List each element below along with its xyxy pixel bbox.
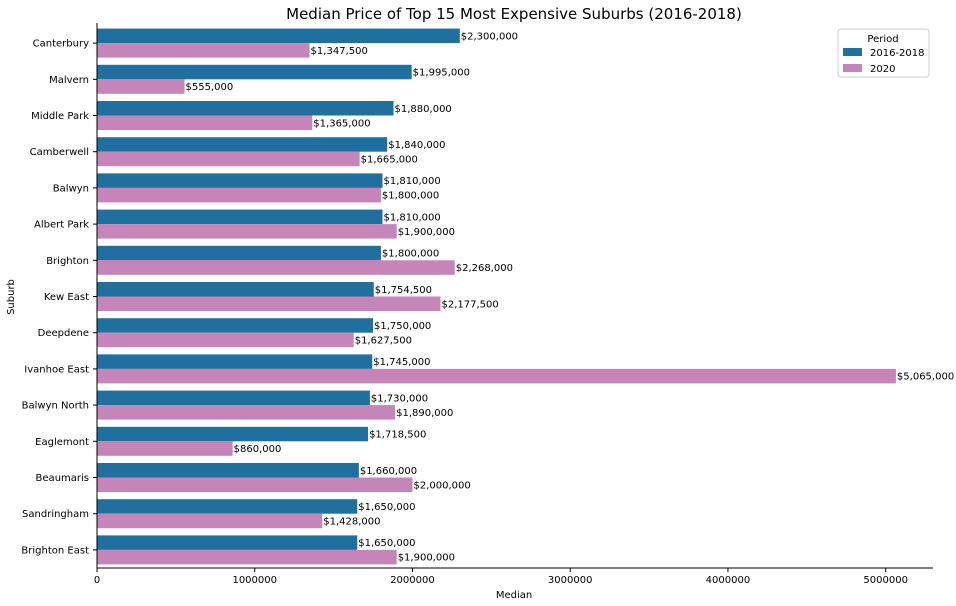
- bar-2020-camberwell: [97, 151, 360, 167]
- bar-2016-2018-camberwell: [97, 137, 388, 152]
- data-label: $1,900,000: [398, 227, 455, 238]
- bar-2020-ivanhoe-east: [97, 368, 896, 384]
- data-label: $1,750,000: [374, 321, 431, 332]
- bar-2020-deepdene: [97, 332, 354, 348]
- y-tick-label: Ivanhoe East: [24, 364, 89, 375]
- legend-swatch: [843, 48, 862, 56]
- x-tick-label: 4000000: [706, 575, 751, 586]
- y-tick-label: Albert Park: [34, 220, 89, 231]
- bar-2016-2018-balwyn: [97, 173, 383, 188]
- data-label: $1,745,000: [373, 357, 430, 368]
- bar-2016-2018-brighton: [97, 245, 381, 261]
- data-label: $1,900,000: [398, 553, 455, 564]
- bar-2016-2018-deepdene: [97, 318, 374, 333]
- bar-2020-brighton-east: [97, 549, 397, 565]
- data-label: $1,800,000: [382, 249, 439, 260]
- bar-2016-2018-canterbury: [97, 28, 460, 44]
- data-label: $1,365,000: [313, 118, 370, 129]
- data-label: $1,995,000: [413, 68, 470, 79]
- bar-2016-2018-middle-park: [97, 101, 394, 116]
- y-tick-label: Brighton East: [21, 545, 89, 556]
- x-tick-label: 5000000: [863, 575, 908, 586]
- bar-2020-albert-park: [97, 224, 397, 239]
- x-tick-label: 2000000: [390, 575, 435, 586]
- data-label: $1,840,000: [388, 140, 445, 151]
- y-axis-ticks: Canterbury Malvern Middle Park Camberwell Ba…: [21, 39, 97, 556]
- y-tick-label: Canterbury: [33, 39, 89, 50]
- x-tick-label: 3000000: [548, 575, 593, 586]
- x-tick-label: 0: [94, 575, 100, 586]
- data-label: $2,177,500: [441, 299, 498, 310]
- legend-title: Period: [867, 34, 898, 45]
- data-label: $1,880,000: [395, 104, 452, 115]
- y-tick-label: Eaglemont: [35, 437, 89, 448]
- data-label: $1,665,000: [361, 154, 418, 165]
- data-label: $860,000: [234, 444, 282, 455]
- data-label: $1,800,000: [382, 191, 439, 202]
- bar-2020-canterbury: [97, 43, 310, 58]
- bar-2020-kew-east: [97, 296, 441, 311]
- data-label: $5,065,000: [897, 372, 954, 383]
- data-label: $1,718,500: [369, 430, 426, 441]
- y-tick-label: Kew East: [44, 292, 89, 303]
- bar-2020-sandringham: [97, 513, 323, 529]
- data-label: $1,660,000: [360, 466, 417, 477]
- data-label: $2,268,000: [456, 263, 513, 274]
- bar-2016-2018-sandringham: [97, 499, 358, 514]
- bar-2016-2018-beaumaris: [97, 463, 359, 478]
- y-tick-label: Sandringham: [22, 509, 89, 520]
- x-axis-ticks: 0 1000000 2000000 3000000 4000000 5000000: [94, 568, 908, 586]
- legend-label: 2020: [870, 64, 895, 75]
- y-tick-label: Deepdene: [38, 328, 89, 339]
- legend-label: 2016-2018: [870, 48, 925, 59]
- bar-2020-brighton: [97, 260, 455, 275]
- bar-2016-2018-ivanhoe-east: [97, 354, 373, 369]
- bar-2016-2018-eaglemont: [97, 426, 369, 442]
- data-label: $555,000: [186, 82, 234, 93]
- y-tick-label: Balwyn: [53, 183, 89, 194]
- data-label: $1,627,500: [355, 335, 412, 346]
- bars-layer: [97, 28, 896, 565]
- y-tick-label: Malvern: [49, 75, 89, 86]
- y-tick-label: Balwyn North: [22, 401, 89, 412]
- bar-2020-middle-park: [97, 115, 313, 130]
- bar-2020-balwyn-north: [97, 405, 396, 420]
- bar-2020-beaumaris: [97, 477, 413, 492]
- data-label: $1,730,000: [371, 393, 428, 404]
- x-axis-title: Median: [496, 590, 532, 601]
- y-tick-label: Brighton: [46, 256, 89, 267]
- y-tick-label: Camberwell: [30, 147, 89, 158]
- data-labels-layer: $2,300,000 $1,347,500 $1,995,000 $555,000 $1…: [186, 31, 955, 563]
- x-tick-label: 1000000: [232, 575, 277, 586]
- data-label: $1,890,000: [396, 408, 453, 419]
- bar-2020-eaglemont: [97, 441, 233, 456]
- bar-2016-2018-balwyn-north: [97, 390, 370, 406]
- data-label: $1,428,000: [323, 516, 380, 527]
- bar-2016-2018-albert-park: [97, 209, 383, 225]
- data-label: $1,810,000: [384, 212, 441, 223]
- y-tick-label: Middle Park: [31, 111, 89, 122]
- data-label: $1,650,000: [358, 538, 415, 549]
- data-label: $2,000,000: [413, 480, 470, 491]
- legend-items: 2016-2018 2020: [843, 48, 925, 75]
- legend: Period 2016-2018 2020: [837, 28, 930, 78]
- y-tick-label: Beaumaris: [36, 473, 89, 484]
- data-label: $2,300,000: [461, 31, 518, 42]
- bar-2016-2018-kew-east: [97, 282, 374, 297]
- y-axis-title: Suburb: [6, 279, 17, 315]
- data-label: $1,347,500: [311, 46, 368, 57]
- bar-2016-2018-brighton-east: [97, 535, 358, 550]
- data-label: $1,810,000: [384, 176, 441, 187]
- bar-2020-malvern: [97, 79, 185, 94]
- data-label: $1,650,000: [358, 502, 415, 513]
- data-label: $1,754,500: [375, 285, 432, 296]
- bar-2016-2018-malvern: [97, 64, 412, 80]
- bar-2020-balwyn: [97, 187, 381, 203]
- chart-title: Median Price of Top 15 Most Expensive Su…: [286, 5, 742, 23]
- legend-swatch: [843, 64, 862, 72]
